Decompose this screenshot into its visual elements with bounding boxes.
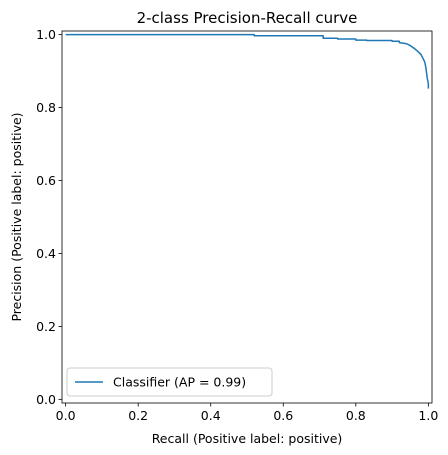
y-tick-label: 0.6 [36,173,56,188]
plot-area [65,33,430,89]
x-tick-label: 0.0 [56,408,76,423]
x-tick-label: 0.8 [346,408,366,423]
legend-label: Classifier (AP = 0.99) [113,375,246,390]
y-tick-label: 0.8 [36,100,56,115]
y-tick-label: 0.0 [36,392,56,407]
x-tick-label: 0.2 [128,408,148,423]
x-tick-label: 0.6 [273,408,293,423]
x-tick-label: 1.0 [418,408,438,423]
legend-box [66,367,273,397]
axes-frame [61,30,433,404]
y-tick-label: 0.2 [36,319,56,334]
axes: 0.0 0.2 0.4 0.6 0.8 1.0 0.0 0.2 0.4 0.6 0.8 1.0 [36,27,438,423]
chart-title: 2-class Precision-Recall curve [137,9,358,27]
x-tick-label: 0.4 [201,408,221,423]
y-tick-label: 1.0 [36,27,56,42]
y-tick-label: 0.4 [36,246,56,261]
series-line-0 [65,33,430,89]
x-axis-label: Recall (Positive label: positive) [152,431,343,446]
legend: Classifier (AP = 0.99) [66,367,273,397]
y-axis-label: Precision (Positive label: positive) [9,112,24,321]
